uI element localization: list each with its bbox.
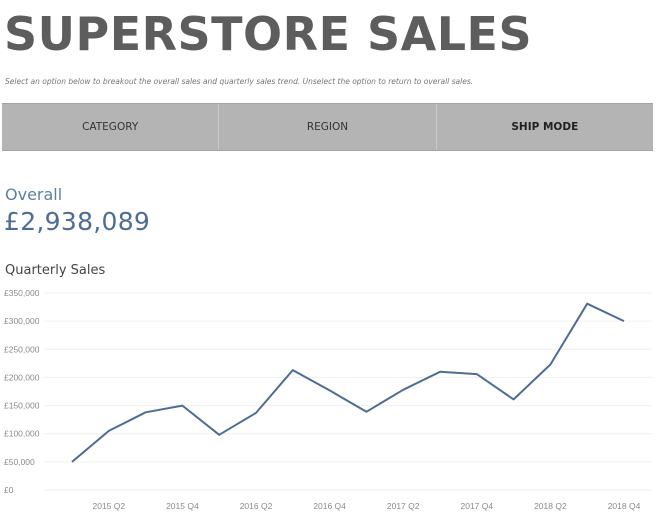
y-tick-label: £350,000 <box>4 288 40 298</box>
data-point[interactable] <box>547 361 553 367</box>
data-point[interactable] <box>363 409 369 415</box>
overall-sales-value: £2,938,089 <box>4 207 151 236</box>
data-point[interactable] <box>106 428 112 434</box>
x-tick-label: 2015 Q4 <box>166 501 199 511</box>
y-tick-label: £150,000 <box>4 401 40 411</box>
x-tick-label: 2018 Q2 <box>534 501 567 511</box>
breakout-tab-bar: CATEGORY REGION SHIP MODE <box>2 103 653 151</box>
instructions-text: Select an option below to breakout the o… <box>5 77 474 86</box>
sales-line <box>71 302 625 463</box>
y-tick-label: £50,000 <box>4 457 35 467</box>
tab-region[interactable]: REGION <box>219 104 437 150</box>
overall-label: Overall <box>5 185 63 204</box>
y-tick-label: £100,000 <box>4 429 40 439</box>
data-point[interactable] <box>400 387 406 393</box>
data-point[interactable] <box>253 410 259 416</box>
x-axis-labels: 2015 Q2 2015 Q4 2016 Q2 2016 Q4 2017 Q2 2017 … <box>92 501 640 511</box>
quarterly-sales-chart: £0 £50,000 £100,000 £150,000 £200,000 £250,00… <box>4 288 652 511</box>
x-tick-label: 2016 Q2 <box>240 501 273 511</box>
x-tick-label: 2017 Q4 <box>460 501 493 511</box>
y-tick-label: £300,000 <box>4 316 40 326</box>
y-tick-label: £0 <box>4 485 14 495</box>
y-axis-labels: £0 £50,000 £100,000 £150,000 £200,000 £250,00… <box>4 288 40 495</box>
data-point[interactable] <box>143 409 149 415</box>
data-point[interactable] <box>327 387 333 393</box>
x-tick-label: 2016 Q4 <box>313 501 346 511</box>
data-point[interactable] <box>69 459 75 465</box>
data-point[interactable] <box>584 301 590 307</box>
x-tick-label: 2015 Q2 <box>92 501 125 511</box>
sales-line-series <box>69 301 627 465</box>
data-point[interactable] <box>474 371 480 377</box>
y-tick-label: £200,000 <box>4 372 40 382</box>
page-title: SUPERSTORE SALES <box>4 7 533 61</box>
tab-category[interactable]: CATEGORY <box>2 104 220 150</box>
x-tick-label: 2017 Q2 <box>387 501 420 511</box>
x-tick-label: 2018 Q4 <box>608 501 641 511</box>
data-point[interactable] <box>290 367 296 373</box>
data-point[interactable] <box>216 432 222 438</box>
data-point[interactable] <box>179 403 185 409</box>
data-point[interactable] <box>437 369 443 375</box>
chart-title: Quarterly Sales <box>5 263 106 278</box>
data-point[interactable] <box>511 396 517 402</box>
chart-gridlines <box>44 292 652 491</box>
tab-ship-mode[interactable]: SHIP MODE <box>511 121 579 133</box>
data-point[interactable] <box>621 318 627 324</box>
y-tick-label: £250,000 <box>4 344 40 354</box>
